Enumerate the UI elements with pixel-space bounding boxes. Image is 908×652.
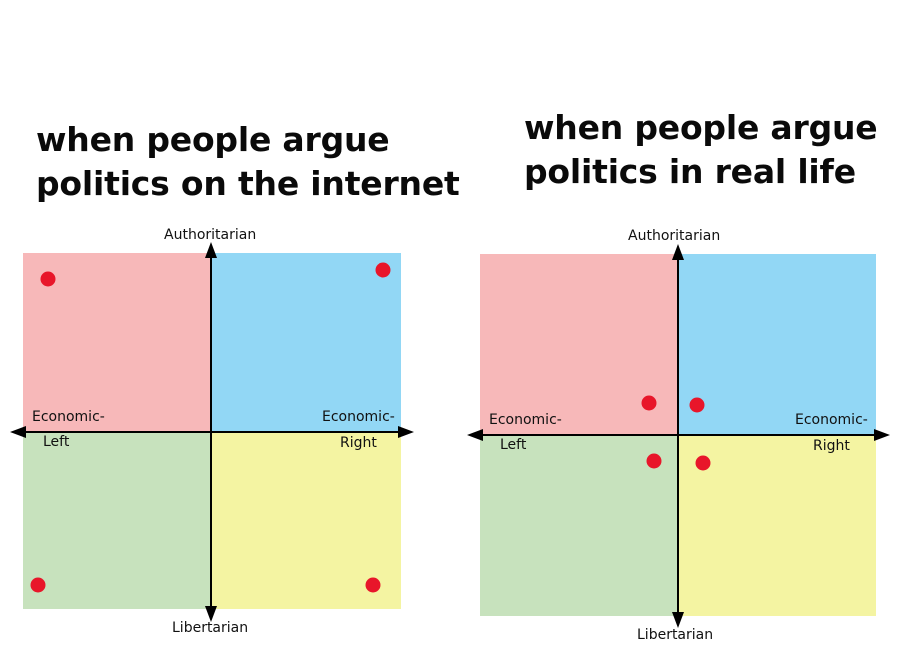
- right-caption-line2: politics in real life: [524, 152, 856, 191]
- point-lib-left: [30, 577, 46, 593]
- quadrant-auth-right: [211, 253, 401, 432]
- arrow-right-icon: [874, 429, 890, 441]
- horizontal-axis: [22, 431, 404, 433]
- point-lib-right: [365, 577, 381, 593]
- label-economic-left-1: Economic-: [32, 409, 105, 425]
- quadrant-auth-right: [678, 254, 876, 435]
- point-lib-left: [646, 453, 662, 469]
- label-economic-left-2: Left: [500, 437, 527, 453]
- horizontal-axis: [478, 434, 880, 436]
- arrow-up-icon: [672, 244, 684, 260]
- left-caption-line2: politics on the internet: [36, 164, 460, 203]
- left-caption: when people argue politics on the intern…: [36, 118, 460, 206]
- quadrant-lib-left: [480, 435, 678, 616]
- point-lib-right: [695, 455, 711, 471]
- arrow-down-icon: [205, 606, 217, 622]
- right-caption-line1: when people argue: [524, 108, 878, 147]
- arrow-up-icon: [205, 242, 217, 258]
- arrow-left-icon: [10, 426, 26, 438]
- label-economic-right-1: Economic-: [795, 412, 868, 428]
- left-caption-line1: when people argue: [36, 120, 390, 159]
- label-economic-right-2: Right: [813, 438, 850, 454]
- label-libertarian: Libertarian: [637, 627, 714, 643]
- point-auth-right: [689, 397, 705, 413]
- label-economic-right-2: Right: [340, 435, 377, 451]
- arrow-right-icon: [398, 426, 414, 438]
- label-authoritarian: Authoritarian: [164, 227, 257, 243]
- label-authoritarian: Authoritarian: [628, 228, 721, 244]
- point-auth-left: [641, 395, 657, 411]
- quadrant-lib-right: [678, 435, 876, 616]
- vertical-axis: [210, 250, 212, 610]
- point-auth-left: [40, 271, 56, 287]
- arrow-left-icon: [467, 429, 483, 441]
- label-economic-right-1: Economic-: [322, 409, 395, 425]
- label-economic-left-2: Left: [43, 434, 70, 450]
- arrow-down-icon: [672, 612, 684, 628]
- quadrant-lib-left: [23, 432, 211, 609]
- label-economic-left-1: Economic-: [489, 412, 562, 428]
- point-auth-right: [375, 262, 391, 278]
- right-caption: when people argue politics in real life: [524, 106, 878, 194]
- label-libertarian: Libertarian: [172, 620, 249, 636]
